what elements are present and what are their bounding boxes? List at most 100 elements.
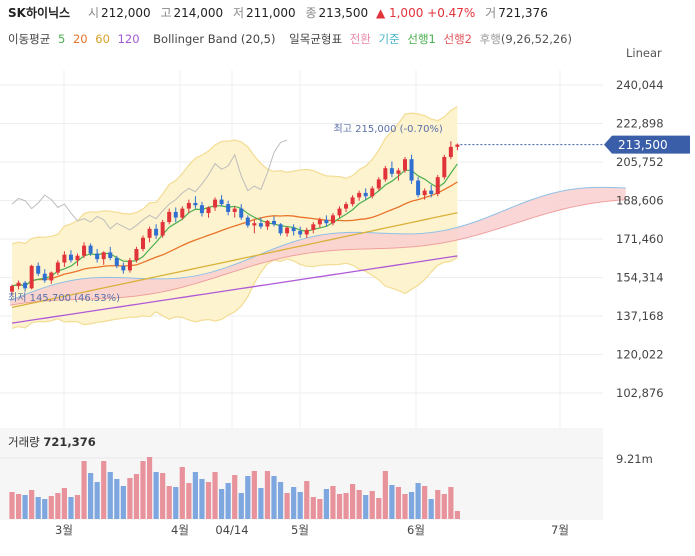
- candle-body: [10, 286, 14, 292]
- candle-body: [357, 192, 362, 198]
- ma5-label[interactable]: 5: [57, 32, 66, 46]
- candle-body: [396, 170, 401, 174]
- volume-bar: [15, 494, 22, 519]
- ma60-label[interactable]: 60: [95, 32, 110, 46]
- volume-tick-label: 9.21m: [616, 452, 653, 466]
- volume-bar: [48, 496, 54, 519]
- low-label: 저: [232, 6, 244, 20]
- ichimoku-label[interactable]: 일목균형표: [289, 32, 343, 46]
- volume-bar: [454, 511, 460, 519]
- ma60-line: [11, 212, 458, 309]
- candle-body: [278, 224, 283, 234]
- ma20-label[interactable]: 20: [72, 32, 88, 46]
- volume-bar: [428, 499, 434, 519]
- volume-bar: [68, 497, 74, 519]
- volume-bar: [160, 473, 166, 519]
- ichimoku-span1[interactable]: 선행1: [407, 32, 436, 46]
- candle-body: [258, 223, 263, 227]
- volume-bar: [29, 490, 35, 519]
- volume-bar: [22, 495, 28, 519]
- volume-bar: [153, 472, 159, 519]
- bollinger-label[interactable]: Bollinger Band (20,5): [153, 32, 276, 46]
- last-price-tag: [604, 135, 690, 154]
- volume-bar: [146, 457, 153, 519]
- volume-bar: [297, 492, 303, 519]
- volume-bar: [88, 473, 94, 519]
- y-tick-label: 240,044: [616, 78, 664, 92]
- volume-bar: [225, 483, 231, 519]
- price-header: SK하이닉스 시 212,000 고 214,000 저 211,000 종 213,5…: [8, 4, 548, 21]
- ichimoku-base[interactable]: 기준: [378, 32, 400, 46]
- candle-body: [206, 207, 211, 214]
- candle-body: [213, 199, 218, 208]
- candle-body: [265, 220, 270, 227]
- candle-body: [239, 208, 244, 218]
- change-value: ▲ 1,000 +0.47%: [375, 6, 476, 20]
- volume-bar: [173, 487, 179, 519]
- volume-bar: [81, 461, 87, 519]
- ma120-label[interactable]: 120: [117, 32, 140, 46]
- volume-title-text: 거래량: [8, 435, 40, 449]
- candle-body: [324, 219, 329, 224]
- volume-bar: [199, 479, 205, 519]
- candle-body: [23, 282, 28, 289]
- x-tick-label: 5월: [291, 523, 309, 537]
- candle-body: [16, 282, 21, 287]
- candle-body: [134, 249, 139, 261]
- candle-body: [160, 222, 165, 236]
- candle-body: [68, 254, 73, 261]
- cloud-fill: [10, 187, 626, 306]
- volume-bar: [186, 483, 192, 519]
- ichimoku-conversion[interactable]: 전환: [349, 32, 371, 46]
- candle-body: [344, 204, 349, 209]
- candle-body: [173, 211, 178, 218]
- y-tick-label: 102,876: [616, 386, 664, 400]
- ichimoku-params: (9,26,52,26): [500, 32, 572, 46]
- volume-bar: [271, 476, 277, 519]
- volume-bar: [9, 492, 15, 519]
- indicator-legend: 이동평균 5 20 60 120 Bollinger Band (20,5) 일…: [8, 31, 576, 47]
- ma-label[interactable]: 이동평균: [8, 32, 51, 46]
- candle-body: [199, 205, 204, 214]
- volume-bar: [408, 492, 415, 519]
- volume-label: 거: [485, 6, 497, 20]
- volume-bar: [166, 486, 172, 519]
- candle-body: [95, 253, 100, 260]
- ichimoku-span2[interactable]: 선행2: [443, 32, 472, 46]
- volume-bar: [422, 486, 428, 519]
- volume-bar: [323, 489, 329, 519]
- y-tick-label: 222,898: [616, 117, 664, 131]
- volume-bar: [212, 472, 218, 519]
- volume-bar: [192, 472, 198, 519]
- candle-body: [311, 224, 316, 230]
- candle-body: [389, 168, 394, 174]
- volume-bar: [435, 490, 441, 519]
- volume-bar: [55, 493, 61, 519]
- stock-name: SK하이닉스: [8, 6, 71, 20]
- volume-bar: [42, 499, 48, 519]
- min-annotation: 최저 145,700 (46.53%): [8, 292, 120, 304]
- last-price-label: 213,500: [618, 138, 668, 152]
- close-label: 종: [305, 6, 317, 20]
- ichimoku-lag[interactable]: 후행: [479, 32, 501, 46]
- candle-body: [232, 208, 237, 212]
- low-value: 211,000: [245, 6, 296, 20]
- volume-bar: [343, 493, 349, 519]
- candle-body: [350, 197, 355, 205]
- y-tick-label: 154,314: [616, 271, 664, 285]
- candle-body: [330, 215, 335, 224]
- candle-body: [180, 208, 185, 218]
- y-tick-label: 205,752: [616, 155, 664, 169]
- candle-body: [88, 245, 93, 254]
- high-value: 214,000: [173, 6, 224, 20]
- volume-bar: [317, 499, 323, 519]
- candle-body: [219, 199, 224, 205]
- volume-bar: [179, 467, 185, 519]
- scale-toggle[interactable]: Linear: [626, 46, 662, 60]
- candle-body: [75, 255, 80, 261]
- candle-body: [422, 190, 427, 196]
- candle-body: [49, 272, 54, 281]
- candle-body: [416, 180, 421, 196]
- volume-bar: [61, 488, 67, 519]
